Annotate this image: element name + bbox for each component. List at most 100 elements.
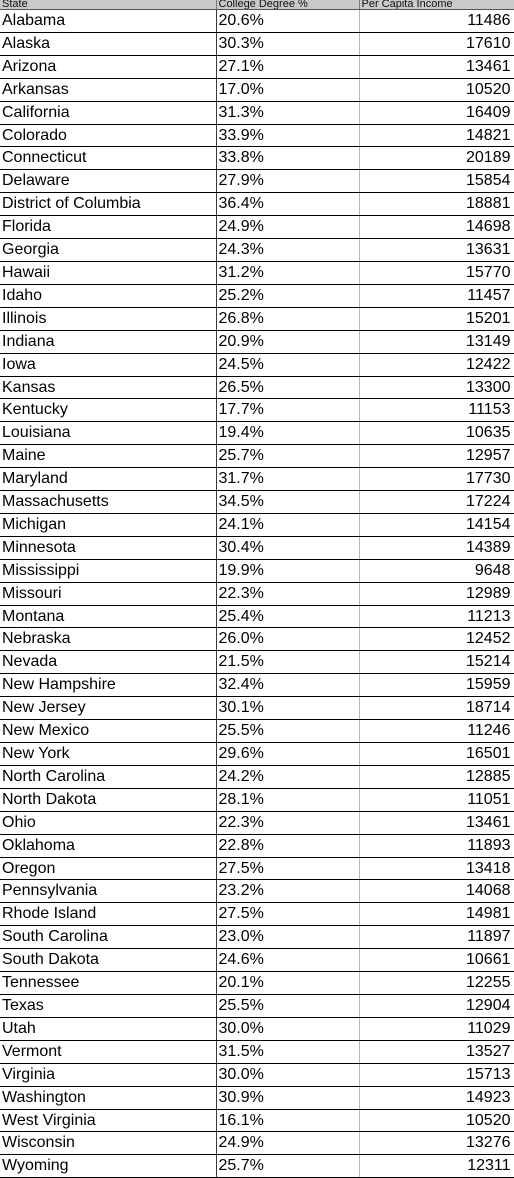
state-cell[interactable]: New Mexico [0,719,217,743]
college-degree-cell[interactable]: 25.7% [216,1154,360,1178]
column-header-state[interactable]: State [0,0,217,10]
income-cell[interactable]: 18881 [359,192,514,217]
college-degree-cell[interactable]: 22.8% [216,834,360,858]
college-degree-cell[interactable]: 31.5% [216,1040,360,1064]
income-cell[interactable]: 11486 [359,9,514,33]
income-cell[interactable]: 13527 [359,1040,514,1064]
income-cell[interactable]: 14068 [359,879,514,904]
state-cell[interactable]: Nebraska [0,627,217,652]
income-cell[interactable]: 16409 [359,101,514,125]
income-cell[interactable]: 15201 [359,307,514,331]
income-cell[interactable]: 14981 [359,902,514,927]
college-degree-cell[interactable]: 20.1% [216,971,360,995]
college-degree-cell[interactable]: 29.6% [216,742,360,766]
income-cell[interactable]: 13461 [359,55,514,79]
income-cell[interactable]: 13276 [359,1131,514,1156]
income-cell[interactable]: 12957 [359,444,514,469]
state-cell[interactable]: Massachusetts [0,490,217,514]
college-degree-cell[interactable]: 25.7% [216,444,360,469]
income-cell[interactable]: 14154 [359,513,514,537]
college-degree-cell[interactable]: 30.0% [216,1017,360,1041]
income-cell[interactable]: 15770 [359,261,514,285]
income-cell[interactable]: 17224 [359,490,514,514]
income-cell[interactable]: 16501 [359,742,514,766]
college-degree-cell[interactable]: 22.3% [216,811,360,835]
college-degree-cell[interactable]: 33.9% [216,124,360,148]
state-cell[interactable]: Idaho [0,284,217,308]
college-degree-cell[interactable]: 20.6% [216,9,360,33]
state-cell[interactable]: Oklahoma [0,834,217,858]
income-cell[interactable]: 10520 [359,78,514,102]
state-cell[interactable]: Alaska [0,32,217,56]
college-degree-cell[interactable]: 27.1% [216,55,360,79]
college-degree-cell[interactable]: 24.5% [216,353,360,377]
college-degree-cell[interactable]: 30.0% [216,1063,360,1087]
income-cell[interactable]: 9648 [359,559,514,583]
state-cell[interactable]: Virginia [0,1063,217,1087]
state-cell[interactable]: North Dakota [0,788,217,812]
income-cell[interactable]: 14821 [359,124,514,148]
income-cell[interactable]: 12452 [359,627,514,652]
college-degree-cell[interactable]: 19.9% [216,559,360,583]
college-degree-cell[interactable]: 26.0% [216,627,360,652]
state-cell[interactable]: South Carolina [0,925,217,950]
state-cell[interactable]: Colorado [0,124,217,148]
state-cell[interactable]: Texas [0,994,217,1018]
college-degree-cell[interactable]: 36.4% [216,192,360,217]
income-cell[interactable]: 10520 [359,1109,514,1133]
income-cell[interactable]: 11029 [359,1017,514,1041]
income-cell[interactable]: 11153 [359,398,514,423]
state-cell[interactable]: Rhode Island [0,902,217,927]
state-cell[interactable]: Iowa [0,353,217,377]
state-cell[interactable]: Minnesota [0,536,217,560]
college-degree-cell[interactable]: 22.3% [216,582,360,606]
state-cell[interactable]: New York [0,742,217,766]
state-cell[interactable]: Arkansas [0,78,217,102]
college-degree-cell[interactable]: 28.1% [216,788,360,812]
college-degree-cell[interactable]: 25.5% [216,994,360,1018]
state-cell[interactable]: District of Columbia [0,192,217,217]
state-cell[interactable]: Pennsylvania [0,879,217,904]
college-degree-cell[interactable]: 24.3% [216,238,360,262]
state-cell[interactable]: Maryland [0,467,217,492]
college-degree-cell[interactable]: 24.1% [216,513,360,537]
state-cell[interactable]: Hawaii [0,261,217,285]
state-cell[interactable]: Indiana [0,330,217,354]
state-cell[interactable]: Montana [0,605,217,629]
state-cell[interactable]: Maine [0,444,217,469]
college-degree-cell[interactable]: 27.9% [216,169,360,194]
income-cell[interactable]: 11051 [359,788,514,812]
column-header-per-capita-income[interactable]: Per Capita Income [359,0,514,10]
income-cell[interactable]: 11246 [359,719,514,743]
college-degree-cell[interactable]: 31.2% [216,261,360,285]
college-degree-cell[interactable]: 16.1% [216,1109,360,1133]
college-degree-cell[interactable]: 24.9% [216,1131,360,1156]
college-degree-cell[interactable]: 25.2% [216,284,360,308]
college-degree-cell[interactable]: 23.0% [216,925,360,950]
college-degree-cell[interactable]: 27.5% [216,902,360,927]
income-cell[interactable]: 11897 [359,925,514,950]
college-degree-cell[interactable]: 19.4% [216,421,360,446]
income-cell[interactable]: 12255 [359,971,514,995]
state-cell[interactable]: California [0,101,217,125]
state-cell[interactable]: Arizona [0,55,217,79]
income-cell[interactable]: 11457 [359,284,514,308]
income-cell[interactable]: 13300 [359,376,514,400]
college-degree-cell[interactable]: 26.8% [216,307,360,331]
state-cell[interactable]: Vermont [0,1040,217,1064]
income-cell[interactable]: 14389 [359,536,514,560]
state-cell[interactable]: Michigan [0,513,217,537]
income-cell[interactable]: 11213 [359,605,514,629]
state-cell[interactable]: Washington [0,1086,217,1110]
state-cell[interactable]: Ohio [0,811,217,835]
income-cell[interactable]: 15959 [359,673,514,698]
state-cell[interactable]: Mississippi [0,559,217,583]
state-cell[interactable]: Wisconsin [0,1131,217,1156]
state-cell[interactable]: Missouri [0,582,217,606]
state-cell[interactable]: Florida [0,215,217,240]
state-cell[interactable]: Connecticut [0,146,217,171]
college-degree-cell[interactable]: 31.3% [216,101,360,125]
state-cell[interactable]: Nevada [0,650,217,675]
state-cell[interactable]: Oregon [0,857,217,881]
college-degree-cell[interactable]: 30.3% [216,32,360,56]
